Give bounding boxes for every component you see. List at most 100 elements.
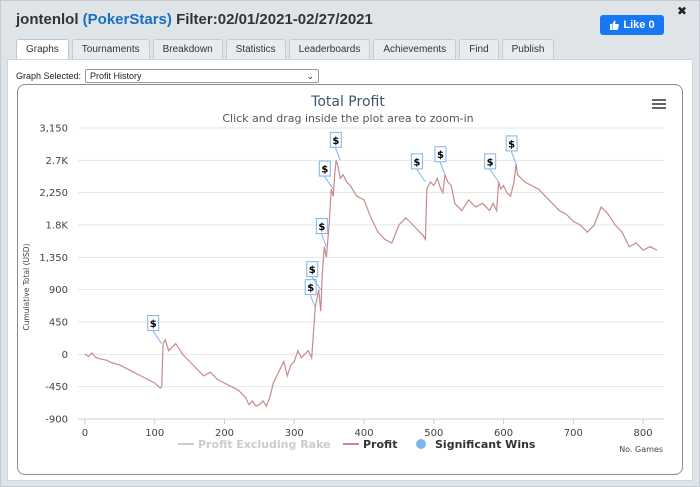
profit-chart[interactable]: Total Profit Click and drag inside the p… xyxy=(17,84,683,475)
graphs-panel: Graph Selected: Profit History ⌄ Total P… xyxy=(7,59,693,481)
tab-achievements[interactable]: Achievements xyxy=(373,39,457,59)
flag-box xyxy=(410,153,423,170)
flag-box xyxy=(304,279,317,296)
significant-win-flag[interactable]: $ xyxy=(484,153,500,183)
x-axis-label: No. Games xyxy=(619,445,663,454)
thumbs-up-icon xyxy=(610,20,620,30)
flag-stem xyxy=(416,168,426,183)
flag-label: $ xyxy=(508,139,515,150)
x-axis-ticks: 0 100 200 300 400 500 600 700 800 xyxy=(82,419,653,439)
flag-box xyxy=(147,315,160,332)
y-axis-label: Cumulative Total (USD) xyxy=(22,243,31,330)
flag-stem xyxy=(489,168,500,183)
significant-win-flag[interactable]: $ xyxy=(304,279,317,308)
graph-select-value: Profit History xyxy=(90,71,142,81)
series-layer xyxy=(84,160,658,408)
chart-title: Total Profit xyxy=(310,94,385,110)
flag-stem xyxy=(323,175,334,190)
grid-lines xyxy=(78,127,664,420)
legend-label: Profit Excluding Rake xyxy=(198,438,331,451)
y-tick-label: -450 xyxy=(45,382,68,393)
flag-stem xyxy=(311,276,322,290)
tab-breakdown[interactable]: Breakdown xyxy=(152,39,223,59)
flag-stem xyxy=(152,330,163,344)
tab-find[interactable]: Find xyxy=(459,39,499,59)
legend-item[interactable]: Profit Excluding Rake xyxy=(178,438,331,451)
significant-win-flag[interactable]: $ xyxy=(318,160,334,190)
legend-label: Significant Wins xyxy=(435,438,536,451)
tab-publish[interactable]: Publish xyxy=(501,39,555,59)
chart-legend: Profit Excluding Rake Profit Significant W… xyxy=(178,438,536,451)
profit-series-line xyxy=(84,160,658,408)
y-tick-label: -900 xyxy=(45,415,68,426)
player-name: jontenlol xyxy=(16,11,79,28)
legend-swatch xyxy=(416,439,426,449)
flag-label: $ xyxy=(309,265,316,276)
x-tick-label: 0 xyxy=(82,428,88,439)
legend-item[interactable]: Profit xyxy=(343,438,397,451)
chart-svg[interactable]: Total Profit Click and drag inside the p… xyxy=(18,85,684,476)
like-label: Like 0 xyxy=(623,19,655,31)
facebook-like-button[interactable]: Like 0 xyxy=(600,15,664,35)
graph-selector-label: Graph Selected: xyxy=(16,71,82,81)
tab-statistics[interactable]: Statistics xyxy=(225,39,286,59)
x-tick-label: 100 xyxy=(145,428,164,439)
x-tick-label: 400 xyxy=(354,428,373,439)
flag-label: $ xyxy=(307,283,314,294)
y-axis-ticks: 3,150 2.7K 2,250 1.8K 1,350 900 450 0 -450 -900 xyxy=(39,124,68,426)
flag-box xyxy=(434,146,447,163)
x-tick-label: 700 xyxy=(564,428,583,439)
window-title: jontenlol (PokerStars) Filter:02/01/2021… xyxy=(16,11,373,28)
graph-selector: Graph Selected: Profit History ⌄ xyxy=(16,69,320,83)
y-tick-label: 2,250 xyxy=(39,188,68,199)
site-name-link[interactable]: PokerStars xyxy=(87,11,167,28)
y-tick-label: 2.7K xyxy=(46,156,69,167)
significant-win-flag[interactable]: $ xyxy=(329,131,342,161)
graph-select-dropdown[interactable]: Profit History ⌄ xyxy=(85,69,320,83)
flag-box xyxy=(505,135,518,152)
significant-win-flag[interactable]: $ xyxy=(315,218,328,247)
flag-label: $ xyxy=(413,157,420,168)
flag-box xyxy=(329,131,342,148)
flag-stem xyxy=(439,161,446,175)
y-tick-label: 900 xyxy=(49,285,68,296)
flag-label: $ xyxy=(321,165,328,176)
tab-leaderboards[interactable]: Leaderboards xyxy=(288,39,371,59)
significant-win-flag[interactable]: $ xyxy=(147,315,163,344)
y-tick-label: 3,150 xyxy=(39,124,68,135)
flag-label: $ xyxy=(487,157,494,168)
flag-label: $ xyxy=(332,136,339,147)
flag-stem xyxy=(334,147,341,161)
y-tick-label: 450 xyxy=(49,318,68,329)
title-bar: jontenlol (PokerStars) Filter:02/01/2021… xyxy=(1,1,699,39)
significant-win-flag[interactable]: $ xyxy=(306,261,322,290)
close-icon[interactable]: ✖ xyxy=(676,4,687,18)
flag-stem xyxy=(510,150,517,165)
x-tick-label: 600 xyxy=(494,428,513,439)
flag-box xyxy=(315,218,328,235)
x-tick-label: 800 xyxy=(634,428,653,439)
y-tick-label: 1.8K xyxy=(46,221,69,232)
significant-win-flag[interactable]: $ xyxy=(434,146,447,175)
significant-wins-layer: $ $ $ $ $ $ $ $ $ $ xyxy=(147,131,518,344)
flag-box xyxy=(318,160,331,177)
x-tick-label: 500 xyxy=(424,428,443,439)
filter-text: Filter:02/01/2021-02/27/2021 xyxy=(176,11,373,28)
tab-tournaments[interactable]: Tournaments xyxy=(71,39,150,59)
flag-stem xyxy=(309,294,316,308)
significant-win-flag[interactable]: $ xyxy=(410,153,426,183)
tab-bar: Graphs Tournaments Breakdown Statistics Lead… xyxy=(16,39,555,59)
y-tick-label: 0 xyxy=(62,350,68,361)
flag-box xyxy=(306,261,319,278)
tab-graphs[interactable]: Graphs xyxy=(16,39,69,59)
chart-subtitle: Click and drag inside the plot area to z… xyxy=(222,112,473,125)
significant-win-flag[interactable]: $ xyxy=(505,135,518,165)
flag-box xyxy=(484,153,497,170)
chevron-down-icon: ⌄ xyxy=(306,71,315,81)
flag-label: $ xyxy=(437,150,444,161)
legend-label: Profit xyxy=(363,438,397,451)
hamburger-menu-icon[interactable] xyxy=(652,99,666,109)
legend-item[interactable]: Significant Wins xyxy=(416,438,536,451)
x-tick-label: 200 xyxy=(215,428,234,439)
